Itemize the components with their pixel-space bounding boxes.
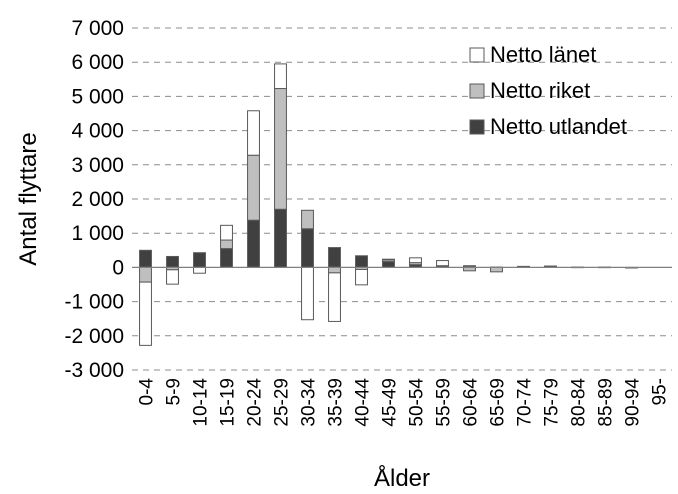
x-tick-label: 50-54 bbox=[407, 378, 428, 427]
bar-segment bbox=[356, 256, 368, 268]
legend-label: Netto utlandet bbox=[490, 114, 627, 139]
legend-label: Netto länet bbox=[490, 42, 596, 67]
bar-segment bbox=[437, 261, 449, 266]
x-tick-label: 15-19 bbox=[218, 378, 239, 427]
bar-segment bbox=[491, 267, 503, 271]
bar-segment bbox=[167, 270, 179, 284]
legend-swatch bbox=[470, 84, 484, 98]
x-tick-label: 55-59 bbox=[434, 378, 455, 427]
x-tick-label: 80-84 bbox=[569, 378, 590, 427]
x-tick-label: 20-24 bbox=[245, 378, 266, 427]
bar-segment bbox=[302, 210, 314, 228]
x-tick-label: 35-39 bbox=[326, 378, 347, 427]
bar-segment bbox=[194, 253, 206, 268]
bar-segment bbox=[167, 256, 179, 267]
x-tick-label: 75-79 bbox=[542, 378, 563, 427]
y-tick-label: 3 000 bbox=[71, 154, 124, 177]
x-tick-label: 30-34 bbox=[299, 378, 320, 427]
y-tick-label: 0 bbox=[112, 256, 124, 279]
y-axis-title: Antal flyttare bbox=[15, 132, 42, 265]
bar-segment bbox=[275, 209, 287, 267]
x-tick-label: 45-49 bbox=[380, 378, 401, 427]
x-tick-label: 5-9 bbox=[164, 378, 185, 405]
y-tick-label: -1 000 bbox=[64, 291, 124, 314]
bar-segment bbox=[545, 266, 557, 267]
x-tick-label: 25-29 bbox=[272, 378, 293, 427]
y-tick-label: 7 000 bbox=[71, 17, 124, 40]
bar-segment bbox=[410, 258, 422, 263]
bar-segment bbox=[464, 266, 476, 267]
y-tick-label: 6 000 bbox=[71, 51, 124, 74]
legend-label: Netto riket bbox=[490, 78, 590, 103]
bars bbox=[140, 64, 638, 345]
bar-segment bbox=[356, 269, 368, 284]
bar-segment bbox=[140, 282, 152, 345]
legend-swatch bbox=[470, 120, 484, 134]
x-tick-label: 70-74 bbox=[515, 378, 536, 427]
bar-segment bbox=[221, 240, 233, 249]
bar-segment bbox=[302, 267, 314, 319]
x-tick-label: 65-69 bbox=[488, 378, 509, 427]
bar-segment bbox=[221, 249, 233, 268]
x-tick-label: 0-4 bbox=[137, 378, 158, 406]
x-axis-title: Ålder bbox=[374, 464, 430, 492]
x-tick-label: 40-44 bbox=[353, 378, 374, 427]
bar-segment bbox=[140, 267, 152, 282]
x-tick-label: 10-14 bbox=[191, 378, 212, 427]
bar-segment bbox=[329, 273, 341, 322]
legend-swatch bbox=[470, 48, 484, 62]
bar-segment bbox=[383, 259, 395, 260]
bar-segment bbox=[194, 267, 206, 273]
bar-segment bbox=[275, 64, 287, 89]
y-tick-label: 5 000 bbox=[71, 85, 124, 108]
y-tick-label: 4 000 bbox=[71, 120, 124, 143]
x-tick-label: 95- bbox=[650, 378, 671, 405]
x-tick-label: 90-94 bbox=[623, 378, 644, 427]
y-tick-label: 2 000 bbox=[71, 188, 124, 211]
y-tick-label: -3 000 bbox=[64, 359, 124, 382]
grid-lines bbox=[132, 28, 672, 370]
bar-segment bbox=[383, 262, 395, 268]
bar-segment bbox=[221, 225, 233, 240]
bar-segment bbox=[302, 229, 314, 268]
bar-segment bbox=[275, 89, 287, 210]
legend: Netto länet Netto riket Netto utlandet bbox=[470, 42, 627, 139]
bar-segment bbox=[329, 267, 341, 272]
bar-segment bbox=[329, 248, 341, 268]
bar-segment bbox=[248, 155, 260, 220]
y-tick-label: 1 000 bbox=[71, 222, 124, 245]
bar-segment bbox=[140, 250, 152, 267]
y-tick-labels: 7 000 6 000 5 000 4 000 3 000 2 000 1 000 0 -1 0… bbox=[64, 17, 124, 382]
bar-segment bbox=[248, 111, 260, 155]
x-tick-label: 60-64 bbox=[461, 378, 482, 427]
bar-segment bbox=[248, 220, 260, 267]
y-tick-label: -2 000 bbox=[64, 325, 124, 348]
x-tick-label: 85-89 bbox=[596, 378, 617, 427]
x-tick-labels: 0-4 5-9 10-14 15-19 20-24 25-29 30-34 35-39 40-4… bbox=[137, 378, 671, 427]
